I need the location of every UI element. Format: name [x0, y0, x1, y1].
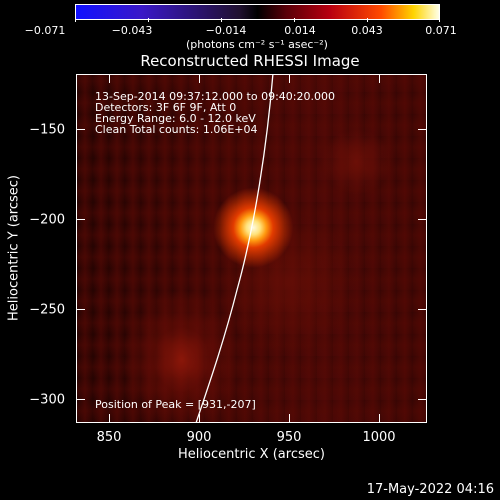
y-tick-mark [76, 399, 85, 400]
y-tick-mark [418, 309, 427, 310]
colorbar [75, 4, 440, 20]
colorbar-tick-mark [221, 18, 222, 22]
y-tick-label: −200 [29, 212, 65, 228]
y-tick-mark [418, 399, 427, 400]
clean-counts-text: Clean Total counts: 1.06E+04 [95, 123, 258, 136]
colorbar-tick-label: 0.043 [351, 24, 383, 37]
y-tick-label: −250 [29, 302, 65, 318]
x-tick-mark [109, 74, 110, 83]
x-tick-label: 850 [96, 430, 122, 445]
solar-limb-line [195, 75, 274, 422]
x-tick-mark [289, 414, 290, 423]
x-tick-mark [109, 414, 110, 423]
peak-position-text: Position of Peak = [931,-207] [95, 398, 256, 411]
y-tick-mark [76, 129, 85, 130]
colorbar-tick-label: −0.014 [205, 24, 247, 37]
colorbar-tick-label: 0.071 [425, 24, 457, 37]
generation-timestamp: 17-May-2022 04:16 [366, 482, 494, 497]
colorbar-tick-mark [294, 18, 295, 22]
y-tick-mark [418, 129, 427, 130]
x-tick-label: 950 [276, 430, 302, 445]
colorbar-tick-mark [439, 18, 440, 22]
energy-range-text: Energy Range: 6.0 - 12.0 keV [95, 112, 256, 125]
colorbar-tick-label: −0.043 [111, 24, 153, 37]
colorbar-tick-mark [367, 18, 368, 22]
y-tick-mark [76, 219, 85, 220]
observation-time-text: 13-Sep-2014 09:37:12.000 to 09:40:20.000 [95, 90, 335, 103]
solar-limb-overlay [195, 75, 274, 422]
colorbar-tick-mark [148, 18, 149, 22]
x-tick-label: 900 [186, 430, 212, 445]
y-tick-label: −300 [29, 392, 65, 408]
colorbar-tick-label: 0.014 [284, 24, 316, 37]
detectors-text: Detectors: 3F 6F 9F, Att 0 [95, 101, 237, 114]
image-title: Reconstructed RHESSI Image [140, 52, 360, 70]
x-tick-mark [379, 74, 380, 83]
y-tick-mark [76, 309, 85, 310]
y-tick-mark [418, 219, 427, 220]
x-tick-mark [199, 414, 200, 423]
x-tick-mark [379, 414, 380, 423]
colorbar-tick-label: −0.071 [24, 24, 66, 37]
x-tick-mark [289, 74, 290, 83]
x-axis-label: Heliocentric X (arcsec) [178, 447, 325, 462]
y-axis-label: Heliocentric Y (arcsec) [6, 175, 22, 321]
x-tick-label: 1000 [362, 430, 396, 445]
rhessi-image-plot: 13-Sep-2014 09:37:12.000 to 09:40:20.000… [76, 74, 427, 423]
y-tick-label: −150 [29, 122, 65, 138]
colorbar-unit-label: (photons cm⁻² s⁻¹ asec⁻²) [186, 38, 328, 51]
x-tick-mark [199, 74, 200, 83]
colorbar-tick-mark [75, 18, 76, 22]
